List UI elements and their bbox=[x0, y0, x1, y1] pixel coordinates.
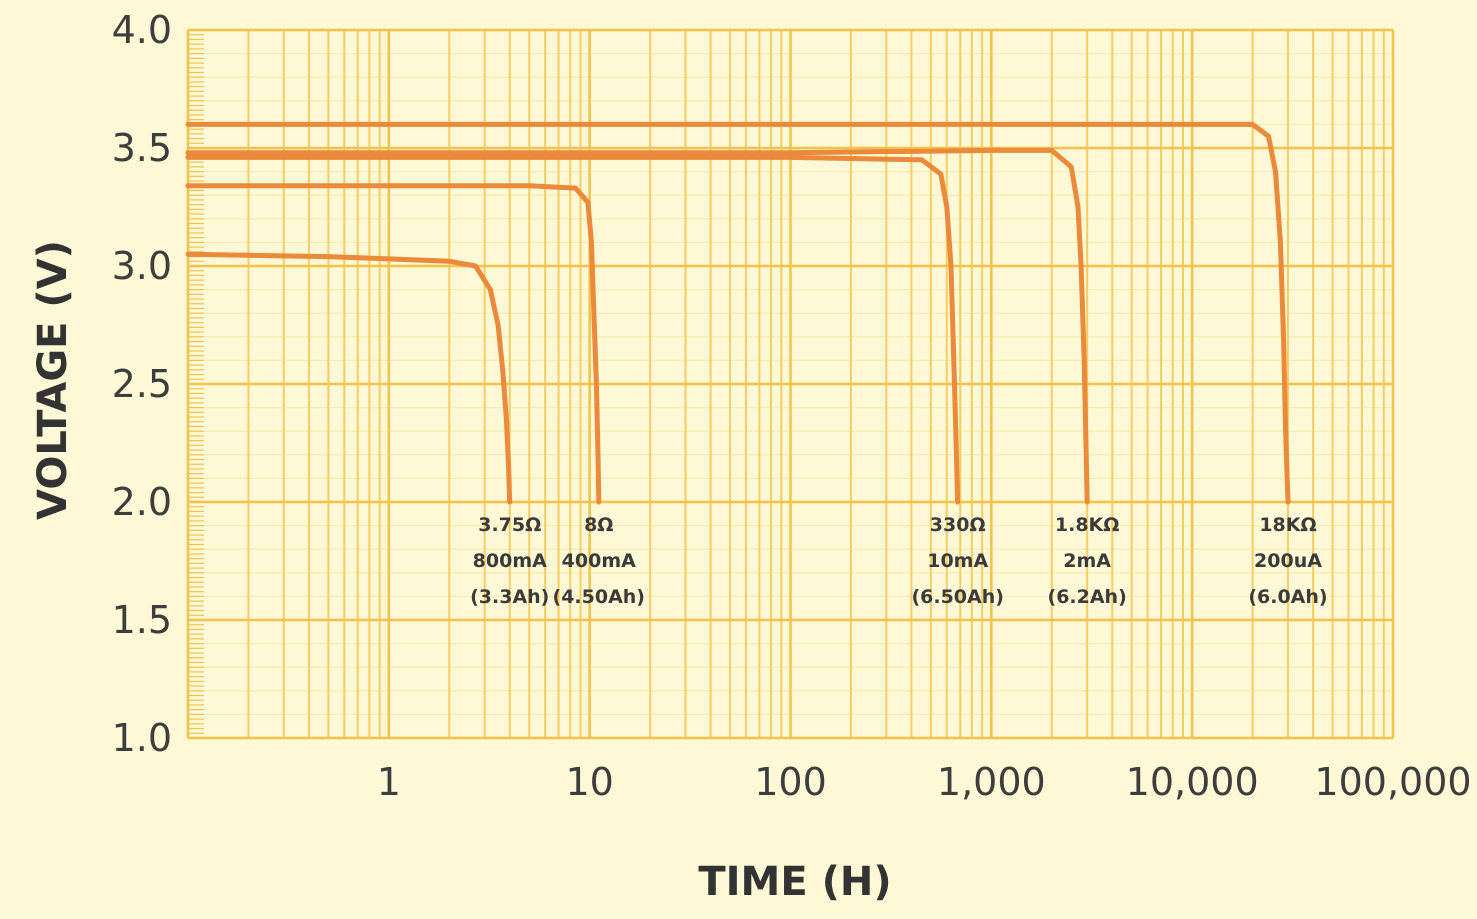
y-tick-label: 4.0 bbox=[112, 8, 172, 52]
series-label: (3.3Ah) bbox=[470, 586, 549, 608]
x-tick-label: 100,000 bbox=[1314, 760, 1471, 804]
series-line bbox=[185, 121, 1291, 505]
series-label: 800mA bbox=[473, 550, 547, 572]
series-curves bbox=[185, 121, 1291, 505]
y-tick-label: 3.0 bbox=[112, 244, 172, 288]
series-label: 200uA bbox=[1254, 550, 1322, 572]
x-tick-label: 1 bbox=[377, 760, 401, 804]
grid bbox=[186, 28, 1395, 740]
y-tick-label: 1.0 bbox=[112, 716, 172, 760]
series-label: 8Ω bbox=[584, 514, 613, 536]
series-label: 400mA bbox=[562, 550, 636, 572]
y-tick-label: 2.5 bbox=[112, 362, 172, 406]
series-label: 10mA bbox=[927, 550, 988, 572]
series-labels: 3.75Ω 800mA (3.3Ah) 8Ω 400mA (4.50Ah) 330Ω 10mA… bbox=[470, 514, 1328, 608]
series-label: 3.75Ω bbox=[478, 514, 541, 536]
y-tick-label: 3.5 bbox=[112, 126, 172, 170]
series-label: (4.50Ah) bbox=[553, 586, 645, 608]
series-line bbox=[185, 251, 513, 505]
x-tick-label: 10 bbox=[565, 760, 613, 804]
series-label: 330Ω bbox=[930, 514, 986, 536]
y-axis-title: VOLTAGE (V) bbox=[30, 240, 76, 520]
x-tick-label: 1,000 bbox=[937, 760, 1046, 804]
tick-labels: 1 10 100 1,000 10,000 100,000 1.0 1.5 2.0 2.5 3.0 3… bbox=[112, 8, 1472, 804]
x-axis-title: TIME (H) bbox=[698, 859, 891, 905]
series-label: (6.2Ah) bbox=[1048, 586, 1127, 608]
series-line bbox=[185, 183, 602, 505]
series-label: 18KΩ bbox=[1259, 514, 1316, 536]
series-line bbox=[185, 147, 1090, 505]
x-tick-label: 10,000 bbox=[1126, 760, 1259, 804]
series-label: (6.0Ah) bbox=[1248, 586, 1327, 608]
series-label: 2mA bbox=[1063, 550, 1111, 572]
series-label: (6.50Ah) bbox=[911, 586, 1003, 608]
x-tick-label: 100 bbox=[754, 760, 827, 804]
series-line bbox=[185, 154, 961, 505]
series-label: 1.8KΩ bbox=[1055, 514, 1120, 536]
y-tick-label: 1.5 bbox=[112, 598, 172, 642]
y-tick-label: 2.0 bbox=[112, 480, 172, 524]
